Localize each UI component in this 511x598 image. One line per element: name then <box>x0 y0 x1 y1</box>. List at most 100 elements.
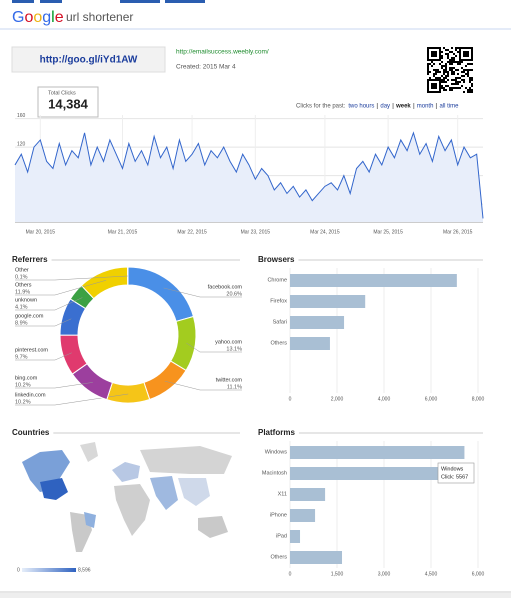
qr-cell <box>465 73 467 75</box>
qr-cell <box>439 89 441 91</box>
qr-cell <box>449 61 451 63</box>
qr-cell <box>453 67 455 69</box>
category-label: Firefox <box>270 298 287 304</box>
qr-cell <box>453 57 455 59</box>
qr-cell <box>451 71 453 73</box>
range-link[interactable]: day <box>380 104 390 110</box>
bar <box>290 467 441 480</box>
long-url[interactable]: http://emailsuccess.weebly.com/ <box>176 49 269 56</box>
category-label: Macintosh <box>262 470 287 476</box>
qr-cell <box>465 59 467 61</box>
qr-cell <box>471 51 473 53</box>
qr-cell <box>435 53 437 55</box>
qr-cell <box>449 69 451 71</box>
data-label: 0.1% <box>15 274 28 280</box>
nav-bar <box>12 0 34 3</box>
qr-cell <box>441 87 443 89</box>
qr-cell <box>453 73 455 75</box>
qr-cell <box>459 81 461 83</box>
qr-cell <box>471 85 473 87</box>
data-label: 4.1% <box>15 304 28 310</box>
qr-cell <box>471 89 473 91</box>
qr-cell <box>451 89 453 91</box>
short-url[interactable]: http://goo.gl/iYd1AW <box>40 55 138 66</box>
qr-cell <box>445 89 447 91</box>
legend-label: unknown <box>15 297 37 303</box>
qr-cell <box>471 55 473 57</box>
qr-cell <box>427 89 429 91</box>
qr-cell <box>443 77 445 79</box>
qr-cell <box>461 61 463 63</box>
qr-cell <box>443 73 445 75</box>
x-tick-label: 1,500 <box>331 571 344 577</box>
qr-cell <box>469 87 471 89</box>
legend-label: Others <box>15 282 32 288</box>
range-link[interactable]: two hours <box>348 104 374 110</box>
range-link[interactable]: week <box>395 104 411 110</box>
qr-cell <box>441 85 443 87</box>
qr-cell <box>433 47 435 49</box>
qr-cell <box>469 81 471 83</box>
qr-cell <box>463 53 465 55</box>
qr-cell <box>467 53 469 55</box>
qr-cell <box>459 57 461 59</box>
qr-cell <box>445 69 447 71</box>
map-region <box>140 446 232 474</box>
section-title: Referrers <box>12 255 48 264</box>
qr-cell <box>449 51 451 53</box>
qr-cell <box>445 53 447 55</box>
qr-cell <box>467 75 469 77</box>
qr-cell <box>427 83 429 85</box>
qr-cell <box>445 65 447 67</box>
qr-cell <box>431 83 433 85</box>
bar <box>290 274 457 287</box>
qr-cell <box>433 51 435 53</box>
qr-cell <box>443 47 445 49</box>
qr-cell <box>449 59 451 61</box>
qr-cell <box>437 71 439 73</box>
tooltip <box>437 462 475 484</box>
qr-cell <box>463 69 465 71</box>
qr-cell <box>435 91 437 93</box>
qr-cell <box>445 85 447 87</box>
bar <box>290 337 330 350</box>
qr-cell <box>469 91 471 93</box>
qr-cell <box>435 87 437 89</box>
qr-cell <box>433 91 435 93</box>
bar <box>290 446 465 459</box>
qr-cell <box>427 71 429 73</box>
qr-cell <box>427 51 429 53</box>
x-tick-label: Mar 23, 2015 <box>241 229 271 235</box>
qr-cell <box>463 79 465 81</box>
x-tick-label: 2,000 <box>331 396 344 402</box>
qr-cell <box>465 65 467 67</box>
qr-cell <box>463 71 465 73</box>
qr-cell <box>465 55 467 57</box>
qr-cell <box>459 51 461 53</box>
qr-cell <box>471 69 473 71</box>
qr-cell <box>463 75 465 77</box>
range-link[interactable]: month <box>417 104 434 110</box>
qr-cell <box>449 63 451 65</box>
qr-cell <box>451 57 453 59</box>
qr-cell <box>431 65 433 67</box>
qr-cell <box>427 85 429 87</box>
qr-cell <box>427 91 429 93</box>
qr-cell <box>447 73 449 75</box>
qr-cell <box>427 65 429 67</box>
map-region <box>150 476 178 510</box>
qr-cell <box>451 51 453 53</box>
qr-cell <box>471 53 473 55</box>
range-link[interactable]: all time <box>439 104 459 110</box>
qr-cell <box>429 47 431 49</box>
y-tick-label: 160 <box>17 113 26 119</box>
qr-cell <box>471 79 473 81</box>
category-label: X11 <box>278 491 287 497</box>
qr-cell <box>431 47 433 49</box>
leader-line <box>15 318 72 327</box>
qr-cell <box>427 55 429 57</box>
qr-cell <box>427 49 429 51</box>
qr-cell <box>445 77 447 79</box>
legend-label: 8,596 <box>78 567 91 573</box>
legend-label: twitter.com <box>216 377 243 383</box>
